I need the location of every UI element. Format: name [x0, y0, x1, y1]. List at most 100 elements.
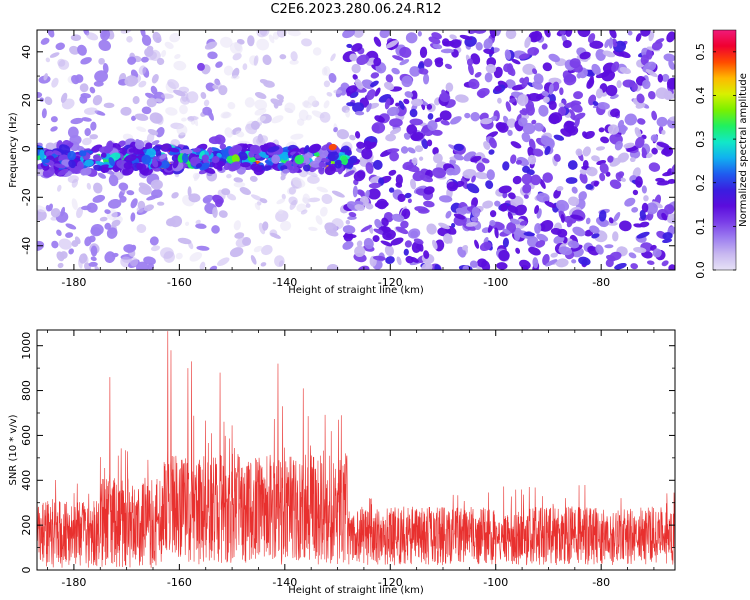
heatmap-cell — [559, 87, 564, 96]
heatmap-cell — [120, 30, 132, 34]
heatmap-cell — [93, 182, 103, 194]
heatmap-cell — [219, 36, 233, 48]
heatmap-cell — [106, 227, 118, 239]
heatmap-cell — [86, 182, 92, 190]
heatmap-cell — [531, 81, 543, 90]
heatmap-cell — [221, 188, 231, 196]
x-tick-label: -80 — [592, 276, 610, 289]
heatmap-cell — [646, 153, 653, 159]
heatmap-cell — [434, 117, 443, 123]
heatmap-cell — [432, 239, 438, 250]
heatmap-cell — [637, 118, 646, 125]
x-tick-label: -140 — [272, 576, 297, 589]
heatmap-cell — [655, 87, 669, 100]
heatmap-cell — [434, 57, 444, 64]
heatmap-cell — [570, 214, 584, 220]
heatmap-cell — [572, 226, 586, 237]
heatmap-cell — [530, 174, 542, 186]
heatmap-cell — [479, 241, 492, 252]
heatmap-cell — [591, 63, 601, 75]
heatmap-cell — [453, 153, 464, 161]
heatmap-cell — [502, 192, 508, 199]
heatmap-cell — [523, 231, 535, 237]
heatmap-cell — [176, 124, 188, 136]
heatmap-cell — [388, 169, 397, 176]
heatmap-cell — [250, 255, 257, 265]
heatmap-cell — [443, 233, 452, 244]
heatmap-cell — [595, 88, 603, 99]
heatmap-cell — [361, 147, 373, 160]
heatmap-cell — [138, 80, 147, 88]
heatmap-cell — [126, 190, 135, 196]
heatmap-cell — [635, 176, 643, 188]
heatmap-cell — [278, 98, 284, 104]
heatmap-cell — [80, 168, 87, 176]
heatmap-cell — [409, 108, 418, 118]
heatmap-cell — [89, 134, 99, 140]
heatmap-cell — [200, 91, 207, 99]
heatmap-cell — [141, 106, 152, 115]
heatmap-cell — [502, 237, 509, 248]
heatmap-cell — [407, 198, 412, 204]
heatmap-cell — [56, 251, 65, 262]
heatmap-cell — [242, 237, 252, 246]
heatmap-cell — [302, 101, 312, 109]
heatmap-cell — [662, 238, 673, 244]
heatmap-cell — [404, 192, 412, 199]
heatmap-cell — [155, 98, 163, 103]
heatmap-cell — [627, 30, 633, 36]
heatmap-cell — [349, 53, 358, 62]
heatmap-cell — [84, 236, 92, 247]
heatmap-cell — [169, 32, 181, 43]
heatmap-cell — [276, 94, 285, 101]
heatmap-cell — [92, 154, 102, 162]
heatmap-cell — [395, 226, 409, 235]
heatmap-cell — [598, 127, 605, 133]
heatmap-cell — [440, 120, 450, 126]
heatmap-cell — [209, 265, 218, 270]
heatmap-cell — [494, 200, 501, 207]
heatmap-cell — [651, 110, 658, 121]
heatmap-cell — [635, 33, 642, 42]
heatmap-cell — [149, 112, 163, 124]
heatmap-cell — [360, 224, 373, 233]
heatmap-cell — [135, 261, 149, 270]
heatmap-cell — [569, 58, 581, 69]
heatmap-cell — [249, 175, 258, 182]
heatmap-cell — [514, 230, 521, 242]
heatmap-cell — [205, 82, 216, 92]
heatmap-cell — [608, 217, 614, 224]
heatmap-cell — [76, 145, 85, 152]
heatmap-cell — [305, 114, 312, 121]
heatmap-cell — [209, 147, 221, 152]
heatmap-cell — [522, 122, 536, 135]
heatmap-cell — [396, 256, 402, 266]
heatmap-cell — [534, 222, 542, 234]
heatmap-cell — [543, 96, 550, 103]
heatmap-cell — [352, 74, 358, 80]
heatmap-cell — [90, 245, 98, 257]
heatmap-cell — [118, 182, 129, 191]
heatmap-cell — [234, 232, 245, 239]
heatmap-cell — [608, 37, 614, 49]
heatmap-cell — [175, 252, 183, 260]
heatmap-cell — [532, 148, 544, 157]
heatmap-cell — [619, 220, 632, 232]
heatmap-cell — [532, 257, 539, 269]
heatmap-cell — [143, 204, 155, 212]
heatmap-cell — [632, 189, 639, 196]
heatmap-cell — [439, 195, 453, 203]
heatmap-cell — [216, 160, 226, 167]
heatmap-cell — [455, 94, 469, 103]
heatmap-cell — [474, 239, 480, 249]
heatmap-cell — [538, 104, 549, 117]
heatmap-cell — [502, 228, 511, 235]
heatmap-cell — [418, 68, 429, 75]
heatmap-cell — [150, 245, 161, 252]
heatmap-cell — [548, 100, 557, 111]
heatmap-cell — [86, 32, 99, 41]
heatmap-cell — [374, 87, 381, 97]
heatmap-cell — [609, 30, 617, 39]
heatmap-cell — [89, 86, 96, 94]
heatmap-cell — [215, 198, 223, 208]
